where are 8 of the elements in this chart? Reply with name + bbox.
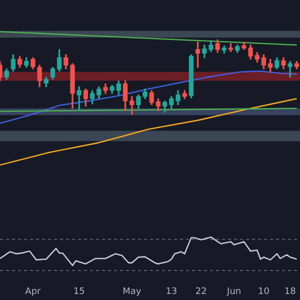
x-tick-label: 22 bbox=[195, 286, 207, 297]
x-tick-label: May bbox=[122, 286, 142, 297]
x-tick-label: Jun bbox=[226, 286, 242, 297]
x-tick-label: 13 bbox=[166, 286, 178, 297]
x-tick-label: 15 bbox=[73, 286, 85, 297]
x-tick-label: 18 bbox=[284, 286, 296, 297]
x-tick-label: 10 bbox=[258, 286, 270, 297]
x-tick-label: Apr bbox=[25, 286, 42, 297]
